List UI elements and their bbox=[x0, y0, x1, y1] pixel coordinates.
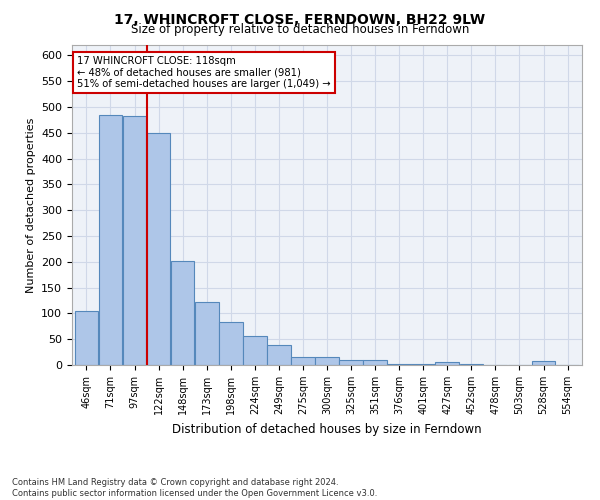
Bar bbox=[219, 322, 242, 365]
Bar bbox=[364, 360, 387, 365]
Y-axis label: Number of detached properties: Number of detached properties bbox=[26, 118, 35, 292]
Text: Contains HM Land Registry data © Crown copyright and database right 2024.
Contai: Contains HM Land Registry data © Crown c… bbox=[12, 478, 377, 498]
Bar bbox=[195, 302, 218, 365]
Bar bbox=[436, 362, 459, 365]
Bar bbox=[74, 311, 98, 365]
Text: 17, WHINCROFT CLOSE, FERNDOWN, BH22 9LW: 17, WHINCROFT CLOSE, FERNDOWN, BH22 9LW bbox=[115, 12, 485, 26]
Text: Size of property relative to detached houses in Ferndown: Size of property relative to detached ho… bbox=[131, 22, 469, 36]
Bar bbox=[388, 364, 411, 365]
Bar bbox=[99, 114, 122, 365]
Bar bbox=[460, 364, 483, 365]
Bar bbox=[171, 260, 194, 365]
Bar bbox=[267, 346, 290, 365]
Bar bbox=[123, 116, 146, 365]
Bar bbox=[243, 336, 266, 365]
Bar bbox=[291, 358, 315, 365]
Bar bbox=[412, 364, 435, 365]
Bar bbox=[532, 362, 555, 365]
Bar bbox=[339, 360, 363, 365]
Bar bbox=[147, 132, 170, 365]
Bar bbox=[315, 358, 339, 365]
X-axis label: Distribution of detached houses by size in Ferndown: Distribution of detached houses by size … bbox=[172, 422, 482, 436]
Text: 17 WHINCROFT CLOSE: 118sqm
← 48% of detached houses are smaller (981)
51% of sem: 17 WHINCROFT CLOSE: 118sqm ← 48% of deta… bbox=[77, 56, 331, 90]
